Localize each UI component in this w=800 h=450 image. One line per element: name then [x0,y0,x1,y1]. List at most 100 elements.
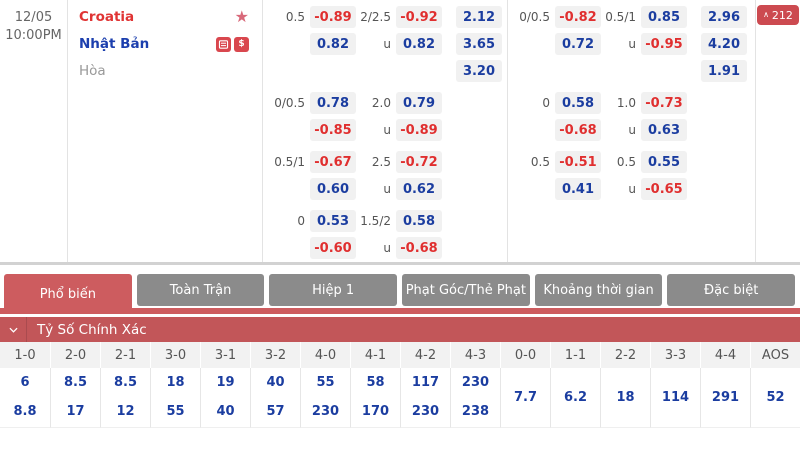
over-under-odds[interactable]: -0.72 [396,151,442,173]
handicap-odds[interactable]: -0.85 [310,119,356,141]
1x2-odds[interactable]: 3.20 [456,60,502,82]
score-odds[interactable]: 19 [216,374,235,390]
odds-line: 0.60 u 0.62 [266,178,507,200]
score-odds[interactable]: 17 [66,404,85,420]
score-odds[interactable]: 8.8 [13,404,37,420]
score-odds[interactable]: 6.2 [563,389,588,405]
handicap-odds[interactable]: 0.78 [310,92,356,114]
over-under-odds[interactable]: 0.63 [641,119,687,141]
over-under-odds[interactable]: -0.89 [396,119,442,141]
score-column: 3-2 40 57 [250,342,300,428]
ticket-icon[interactable] [216,36,231,52]
score-odds[interactable]: 114 [661,389,690,405]
score-header: 4-4 [700,342,750,368]
score-odds[interactable]: 170 [361,404,390,420]
over-under-odds[interactable]: -0.95 [641,33,687,55]
score-header: 1-1 [550,342,600,368]
over-under-odds[interactable]: 0.82 [396,33,442,55]
score-odds[interactable]: 6 [20,374,30,390]
1x2-odds[interactable]: 4.20 [701,33,747,55]
odds-group: 0 0.53 1.5/2 0.58 -0.60 u -0.68 [266,210,507,259]
score-odds[interactable]: 8.5 [113,374,138,390]
score-header: 3-2 [250,342,300,368]
score-odds[interactable]: 52 [766,389,785,405]
over-under-odds [396,60,442,82]
score-odds[interactable]: 57 [266,404,285,420]
score-odds[interactable]: 230 [411,404,440,420]
score-odds[interactable]: 230 [461,374,490,390]
over-under-odds[interactable]: 0.55 [641,151,687,173]
1x2-odds[interactable]: 2.96 [701,6,747,28]
team-badges: $ [216,36,249,52]
over-under-odds[interactable]: 0.62 [396,178,442,200]
1x2-odds [701,151,747,173]
handicap-odds[interactable]: -0.51 [555,151,601,173]
score-odds[interactable]: 8.5 [63,374,88,390]
tab-khoang-thoi-gian[interactable]: Khoảng thời gian [534,274,663,306]
handicap-odds[interactable]: 0.53 [310,210,356,232]
score-odds[interactable]: 40 [216,404,235,420]
tab-pho-bien[interactable]: Phổ biến [4,274,132,314]
over-under-odds[interactable]: -0.68 [396,237,442,259]
more-markets-count: 212 [771,8,793,22]
score-header: 4-0 [300,342,350,368]
score-odds[interactable]: 230 [311,404,340,420]
score-odds[interactable]: 55 [166,404,185,420]
correct-score-header[interactable]: Tỷ Số Chính Xác [0,317,800,342]
over-under-odds[interactable]: -0.73 [641,92,687,114]
score-column: 3-1 19 40 [200,342,250,428]
home-team-row: Croatia ★ [79,6,249,28]
over-under-line-label: 1.5/2 [360,214,391,228]
1x2-odds[interactable]: 2.12 [456,6,502,28]
handicap-odds [555,60,601,82]
handicap-odds[interactable]: -0.67 [310,151,356,173]
handicap-odds[interactable]: 0.60 [310,178,356,200]
star-icon[interactable]: ★ [234,7,249,26]
score-odds[interactable]: 117 [411,374,440,390]
tab-hiep-1[interactable]: Hiệp 1 [269,274,398,306]
tab-toan-tran[interactable]: Toàn Trận [136,274,265,306]
score-odds[interactable]: 58 [366,374,385,390]
chevron-down-icon[interactable] [0,317,27,342]
over-under-line-label: 2.0 [371,96,391,110]
handicap-odds[interactable]: -0.82 [555,6,601,28]
score-odds-cell: 55 230 [300,368,350,428]
match-datetime: 12/05 10:00PM [0,0,67,262]
score-odds[interactable]: 40 [266,374,285,390]
score-odds-cell: 8.5 17 [50,368,100,428]
score-odds[interactable]: 291 [711,389,740,405]
over-under-odds[interactable]: 0.85 [641,6,687,28]
score-odds[interactable]: 7.7 [513,389,538,405]
handicap-odds[interactable]: 0.72 [555,33,601,55]
score-odds[interactable]: 18 [166,374,185,390]
score-odds-cell: 52 [750,368,800,428]
handicap-line-label: 0 [542,96,550,110]
handicap-odds[interactable]: -0.60 [310,237,356,259]
handicap-odds[interactable]: 0.82 [310,33,356,55]
score-odds[interactable]: 18 [616,389,635,405]
dollar-icon[interactable]: $ [234,36,249,52]
tab-dac-biet[interactable]: Đặc biệt [667,274,796,306]
over-under-line-label: u [628,37,636,51]
score-odds[interactable]: 12 [116,404,135,420]
over-under-odds[interactable]: -0.65 [641,178,687,200]
away-team-row: Nhật Bản $ [79,33,249,55]
over-under-line-label: u [383,123,391,137]
score-odds-cell: 18 [600,368,650,428]
score-column: 2-0 8.5 17 [50,342,100,428]
1x2-odds[interactable]: 3.65 [456,33,502,55]
more-markets-button[interactable]: ∧ 212 [757,5,799,25]
handicap-odds[interactable]: -0.89 [310,6,356,28]
odds-line: -0.85 u -0.89 [266,119,507,141]
handicap-odds[interactable]: 0.58 [555,92,601,114]
handicap-odds[interactable]: 0.41 [555,178,601,200]
score-odds[interactable]: 238 [461,404,490,420]
handicap-odds[interactable]: -0.68 [555,119,601,141]
score-odds[interactable]: 55 [316,374,335,390]
over-under-odds[interactable]: -0.92 [396,6,442,28]
tab-phat-goc-the-phat[interactable]: Phạt Góc/Thẻ Phạt [402,274,530,306]
over-under-odds[interactable]: 0.58 [396,210,442,232]
over-under-odds[interactable]: 0.79 [396,92,442,114]
1x2-odds[interactable]: 1.91 [701,60,747,82]
odds-group-left: 0.5 -0.89 2/2.5 -0.92 2.12 0.82 u 0.82 3.65 3.20 0… [262,0,507,262]
